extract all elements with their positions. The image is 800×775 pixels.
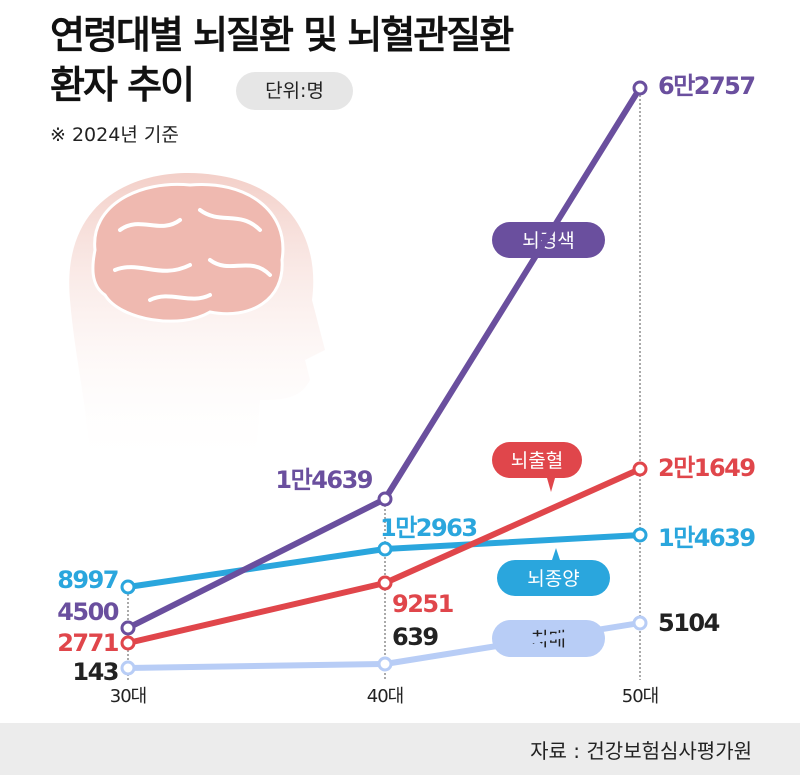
head-illustration — [69, 172, 325, 470]
series-label-pill — [492, 442, 582, 478]
data-point — [120, 579, 136, 595]
data-point — [632, 527, 648, 543]
pointer-icon — [552, 548, 560, 560]
x-tick-label: 30대 — [110, 686, 146, 707]
note: ※ 2024년 기준 — [50, 124, 179, 146]
data-label: 8997 — [57, 566, 118, 594]
footer: 자료 : 건강보험심사평가원 — [0, 723, 800, 775]
x-tick-label: 40대 — [367, 686, 403, 707]
data-point — [377, 541, 393, 557]
data-label: 2만1649 — [658, 454, 755, 482]
data-point — [632, 461, 648, 477]
data-point — [120, 620, 136, 636]
series-label-2: 뇌종양 — [497, 548, 610, 596]
data-label: 6만2757 — [658, 72, 755, 100]
data-label: 9251 — [392, 590, 454, 618]
data-point — [377, 656, 393, 672]
data-label: 143 — [72, 658, 118, 686]
data-point — [632, 615, 648, 631]
data-label: 2771 — [57, 629, 119, 657]
series-label-1: 뇌출혈 — [492, 442, 582, 492]
data-label: 1만2963 — [380, 514, 477, 542]
series-label-pill — [497, 560, 610, 596]
pointer-icon — [547, 478, 555, 492]
source-text: 자료 : 건강보험심사평가원 — [530, 739, 752, 763]
data-point — [120, 660, 136, 676]
series-name: 뇌종양 — [527, 568, 579, 590]
x-tick-label: 50대 — [622, 686, 658, 707]
data-label: 5104 — [658, 609, 720, 637]
data-point — [120, 635, 136, 651]
data-label: 639 — [392, 623, 438, 651]
series-name: 뇌출혈 — [511, 450, 563, 472]
data-point — [377, 491, 393, 507]
data-label: 4500 — [57, 598, 119, 626]
chart-title-line1: 연령대별 뇌질환 및 뇌혈관질환 — [50, 13, 514, 57]
chart-title-line2: 환자 추이 — [50, 63, 195, 107]
data-label: 1만4639 — [658, 524, 755, 552]
data-point — [632, 80, 648, 96]
brain-icon — [91, 182, 285, 323]
unit-badge: 단위:명 — [236, 72, 353, 110]
data-label: 1만4639 — [275, 466, 372, 494]
data-point — [377, 575, 393, 591]
